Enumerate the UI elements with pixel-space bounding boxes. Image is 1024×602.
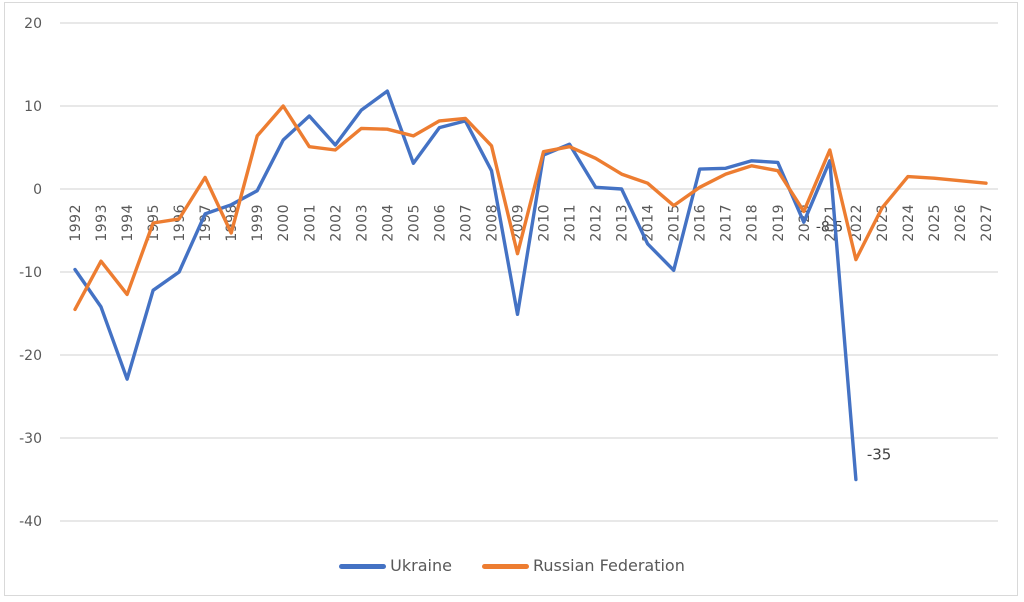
- x-axis-tick-label: 2011: [563, 204, 579, 242]
- y-axis-tick-label: -20: [19, 348, 42, 364]
- x-axis-tick-label: 2007: [458, 204, 474, 242]
- legend-item-russian-federation: Russian Federation: [481, 556, 685, 576]
- x-axis-tick-label: 2026: [953, 204, 969, 242]
- ukraine-line: [73, 89, 858, 482]
- chart-border: [4, 2, 1018, 596]
- x-axis-tick-label: 1994: [120, 204, 136, 242]
- x-axis-tick-label: 2022: [849, 204, 865, 242]
- y-axis-tick-label: -30: [19, 431, 42, 447]
- x-axis-tick-label: 2013: [615, 204, 631, 242]
- x-axis-tick-label: 2005: [406, 204, 422, 242]
- x-axis-tick-label: 2006: [432, 204, 448, 242]
- russian-federation-line: [73, 104, 988, 312]
- legend-label-russian-federation: Russian Federation: [532, 556, 685, 575]
- x-axis-tick-label: 2004: [380, 204, 396, 242]
- x-axis-tick-label: 2015: [667, 204, 683, 242]
- x-axis-tick-label: 2002: [328, 204, 344, 242]
- x-axis-tick-label: 1993: [94, 204, 110, 242]
- x-axis-tick-label: 2017: [719, 204, 735, 242]
- russian-federation-line-swatch: [481, 563, 529, 569]
- y-axis-tick-label: 20: [24, 16, 42, 32]
- y-axis-tick-label: -10: [19, 265, 42, 281]
- x-axis-tick-label: 2019: [771, 204, 787, 242]
- x-axis-tick-label: 2025: [927, 204, 943, 242]
- x-axis-tick-label: 2008: [484, 204, 500, 242]
- y-axis-tick-label: -40: [19, 514, 42, 530]
- chart-legend: Ukraine Russian Federation: [0, 556, 1024, 576]
- x-axis-tick-label: 2014: [641, 204, 657, 242]
- legend-label-ukraine: Ukraine: [390, 556, 452, 575]
- y-axis-tick-label: 10: [24, 99, 42, 115]
- x-axis-tick-label: 2024: [901, 204, 917, 242]
- x-axis-tick-label: 2000: [276, 204, 292, 242]
- x-axis-tick-label: 2027: [979, 204, 995, 242]
- legend-item-ukraine: Ukraine: [339, 556, 452, 576]
- x-axis-tick-label: 1992: [68, 204, 84, 242]
- data-label-ukraine-2022: -35: [867, 446, 892, 464]
- x-axis-tick-label: 2003: [354, 204, 370, 242]
- ukraine-line-swatch: [339, 563, 387, 569]
- x-axis-tick-label: 2016: [693, 204, 709, 242]
- x-axis-tick-label: 2001: [302, 204, 318, 242]
- x-axis-tick-label: 1999: [250, 204, 266, 242]
- y-axis-tick-label: 0: [33, 182, 42, 198]
- x-axis-tick-label: 2018: [745, 204, 761, 242]
- x-axis-tick-label: 2012: [589, 204, 605, 242]
- x-axis-tick-label: 2010: [537, 204, 553, 242]
